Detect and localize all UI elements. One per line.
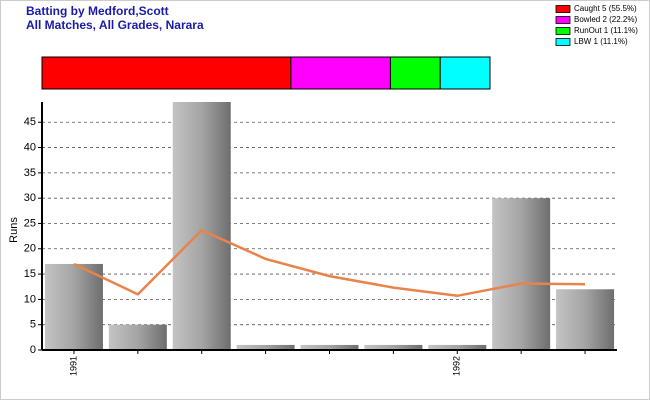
- legend-label: LBW 1 (11.1%): [574, 37, 628, 46]
- y-tick-label: 0: [30, 344, 36, 356]
- average-line: [73, 228, 586, 298]
- y-tick-label: 20: [24, 243, 36, 255]
- legend-label: RunOut 1 (11.1%): [574, 26, 638, 35]
- legend-swatch: [555, 27, 571, 35]
- bar: [172, 102, 231, 350]
- bar: [492, 198, 551, 350]
- x-tick-label: 1991: [68, 356, 78, 376]
- bar: [300, 344, 359, 350]
- bar: [236, 344, 295, 350]
- chart-subtitle: All Matches, All Grades, Narara: [26, 18, 204, 32]
- legend-swatch: [555, 5, 571, 13]
- legend-swatch: [555, 38, 571, 46]
- bar: [364, 344, 423, 350]
- x-tick-label: 1992: [452, 356, 462, 376]
- y-axis-label: Runs: [8, 217, 20, 243]
- y-tick-label: 10: [24, 293, 36, 305]
- dismissal-segment: [389, 56, 441, 90]
- y-tick-label: 40: [24, 141, 36, 153]
- y-tick-label: 45: [24, 116, 36, 128]
- legend-label: Bowled 2 (22.2%): [574, 15, 637, 24]
- chart-title: Batting by Medford,Scott: [26, 4, 169, 18]
- y-tick-label: 15: [24, 268, 36, 280]
- dismissal-segment: [41, 56, 292, 90]
- bar: [556, 289, 615, 350]
- y-tick-label: 25: [24, 217, 36, 229]
- y-tick-label: 5: [30, 319, 36, 331]
- bar: [428, 344, 487, 350]
- dismissal-segment: [290, 56, 391, 90]
- y-tick-label: 35: [24, 167, 36, 179]
- bar: [108, 324, 167, 350]
- dismissal-segment: [439, 56, 491, 90]
- legend-swatch: [555, 16, 571, 24]
- bar: [44, 263, 103, 350]
- y-tick-label: 30: [24, 192, 36, 204]
- legend-label: Caught 5 (55.5%): [574, 4, 637, 13]
